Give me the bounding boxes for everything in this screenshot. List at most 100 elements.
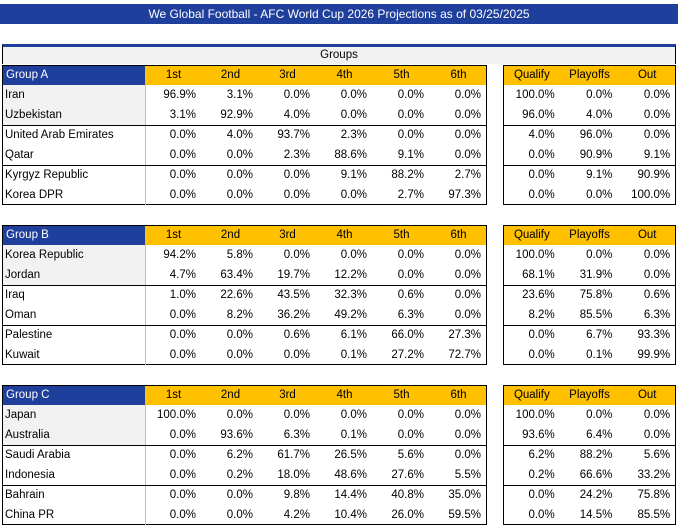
outcome-probability: 0.6% <box>643 289 671 301</box>
title-bar: We Global Football - AFC World Cup 2026 … <box>0 4 678 24</box>
outcome-probability: 9.1% <box>643 149 671 161</box>
position-probability: 0.0% <box>397 249 424 261</box>
position-probability: 0.0% <box>169 169 196 181</box>
position-probability: 6.2% <box>226 449 253 461</box>
position-probability: 0.0% <box>454 249 481 261</box>
position-probability: 0.0% <box>283 89 310 101</box>
position-probability: 0.0% <box>283 349 310 361</box>
position-probability: 0.0% <box>340 249 367 261</box>
outcome-probability: 0.0% <box>528 509 555 521</box>
outcome-probability: 0.0% <box>643 129 671 141</box>
outcome-probability: 9.1% <box>586 169 613 181</box>
column-header: Out <box>618 225 677 245</box>
position-probability: 0.0% <box>397 409 424 421</box>
outcome-probability: 4.0% <box>528 129 555 141</box>
position-probability: 100.0% <box>156 409 196 421</box>
column-header: 4th <box>316 385 373 405</box>
position-probability: 0.0% <box>454 449 481 461</box>
team-name: Kuwait <box>5 349 40 361</box>
position-probability: 0.0% <box>283 169 310 181</box>
position-probability: 0.0% <box>454 309 481 321</box>
team-name: Japan <box>2 405 145 425</box>
table-border <box>503 65 677 205</box>
outcome-probability: 0.0% <box>643 269 671 281</box>
outcome-probability: 90.9% <box>637 169 671 181</box>
position-probability: 63.4% <box>220 269 253 281</box>
position-probability: 0.0% <box>169 429 196 441</box>
position-probability: 0.0% <box>226 489 253 501</box>
position-probability: 2.3% <box>283 149 310 161</box>
column-header: 4th <box>316 225 373 245</box>
team-name: Palestine <box>5 329 53 341</box>
team-name: Indonesia <box>5 469 55 481</box>
position-probability: 0.0% <box>283 249 310 261</box>
outcome-probability: 0.0% <box>643 109 671 121</box>
outcome-probability: 90.9% <box>579 149 613 161</box>
position-probability: 0.0% <box>169 189 196 201</box>
position-probability: 4.7% <box>169 269 196 281</box>
position-probability: 2.3% <box>340 129 367 141</box>
group-name: Group C <box>2 385 145 405</box>
column-divider <box>145 405 146 525</box>
position-probability: 6.3% <box>283 429 310 441</box>
position-probability: 72.7% <box>448 349 481 361</box>
outcome-probability: 4.0% <box>586 109 613 121</box>
position-probability: 48.6% <box>334 469 367 481</box>
team-name: Uzbekistan <box>2 105 145 125</box>
position-probability: 0.0% <box>397 89 424 101</box>
position-probability: 0.0% <box>454 429 481 441</box>
column-header: 2nd <box>202 65 259 85</box>
position-probability: 49.2% <box>334 309 367 321</box>
outcome-probability: 66.6% <box>579 469 613 481</box>
position-probability: 0.0% <box>169 309 196 321</box>
column-header: Out <box>618 385 677 405</box>
outcome-probability: 99.9% <box>637 349 671 361</box>
position-probability: 0.0% <box>397 269 424 281</box>
outcome-probability: 0.0% <box>528 329 555 341</box>
outcome-probability: 88.2% <box>579 449 613 461</box>
outcome-probability: 75.8% <box>637 489 671 501</box>
position-probability: 0.0% <box>169 349 196 361</box>
row-divider <box>503 285 677 286</box>
position-probability: 27.6% <box>391 469 424 481</box>
position-probability: 19.7% <box>277 269 310 281</box>
outcome-probability: 85.5% <box>579 309 613 321</box>
position-probability: 2.7% <box>454 169 481 181</box>
position-probability: 59.5% <box>448 509 481 521</box>
column-header: 3rd <box>259 65 316 85</box>
position-probability: 8.2% <box>226 309 253 321</box>
outcome-probability: 0.0% <box>586 249 613 261</box>
position-probability: 0.0% <box>454 109 481 121</box>
column-header: 5th <box>373 385 430 405</box>
position-probability: 93.6% <box>220 429 253 441</box>
table-border <box>2 385 487 525</box>
outcome-probability: 0.0% <box>586 189 613 201</box>
row-divider <box>2 125 487 126</box>
column-header: 5th <box>373 65 430 85</box>
position-probability: 0.0% <box>454 289 481 301</box>
position-probability: 5.5% <box>454 469 481 481</box>
position-probability: 18.0% <box>277 469 310 481</box>
outcome-probability: 0.0% <box>528 169 555 181</box>
position-probability: 4.0% <box>283 109 310 121</box>
position-probability: 32.3% <box>334 289 367 301</box>
outcome-probability: 0.1% <box>586 349 613 361</box>
position-probability: 93.7% <box>277 129 310 141</box>
outcome-probability: 33.2% <box>637 469 671 481</box>
team-name: China PR <box>5 509 55 521</box>
team-name: Korea Republic <box>2 245 145 265</box>
outcome-probability: 0.2% <box>528 469 555 481</box>
position-probability: 0.0% <box>226 409 253 421</box>
position-probability: 9.8% <box>283 489 310 501</box>
column-header: Playoffs <box>560 65 619 85</box>
row-divider <box>2 285 487 286</box>
position-probability: 61.7% <box>277 449 310 461</box>
column-header: 4th <box>316 65 373 85</box>
position-probability: 92.9% <box>220 109 253 121</box>
row-divider <box>503 325 677 326</box>
position-probability: 0.0% <box>226 509 253 521</box>
outcome-probability: 0.0% <box>643 429 671 441</box>
position-probability: 4.0% <box>226 129 253 141</box>
position-probability: 0.0% <box>226 149 253 161</box>
position-probability: 35.0% <box>448 489 481 501</box>
